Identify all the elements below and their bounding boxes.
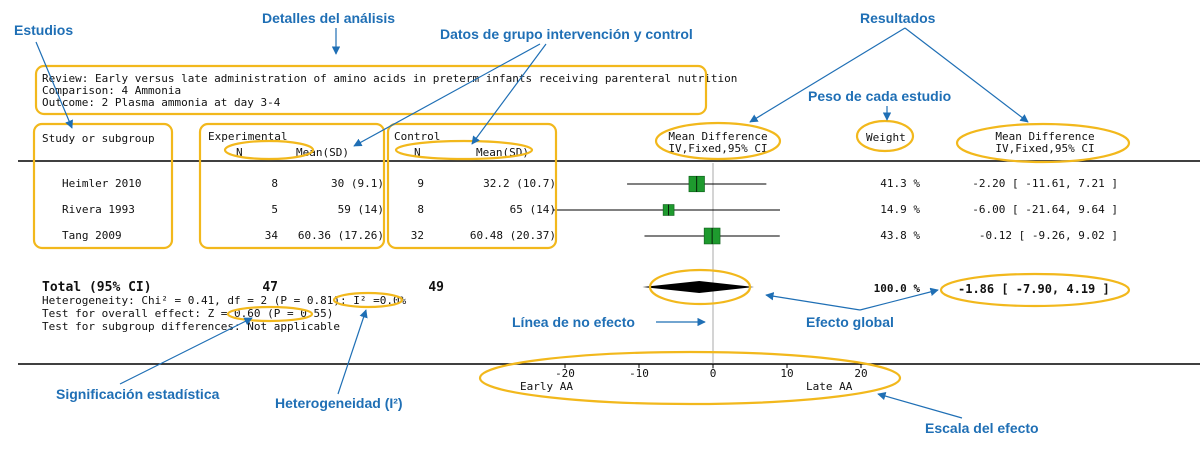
study-exp-n: 34 — [264, 229, 278, 242]
arrow-resultados-md2 — [904, 27, 1029, 123]
study-ctrl-mean-sd: 65 (14) — [509, 203, 556, 216]
study-weight: 14.9 % — [880, 203, 920, 216]
study-ci-text: -6.00 [ -21.64, 9.64 ] — [972, 203, 1118, 216]
header-experimental: Experimental — [208, 130, 288, 143]
arrow-datos-ctrl — [471, 43, 547, 145]
header-exp-n: N — [236, 146, 243, 159]
study-ci-text: -0.12 [ -9.26, 9.02 ] — [978, 229, 1118, 242]
outline-ctrl-header — [394, 139, 534, 161]
total-ci-text: -1.86 [ -7.90, 4.19 ] — [958, 282, 1110, 296]
study-exp-mean-sd: 60.36 (17.26) — [297, 229, 384, 242]
callout-escala: Escala del efecto — [925, 420, 1039, 436]
study-ctrl-n: 9 — [417, 177, 424, 190]
header-control: Control — [394, 130, 441, 143]
review-comparison: Comparison: 4 Ammonia — [42, 84, 182, 97]
outline-weight-header — [855, 119, 915, 153]
study-ci-text: -2.20 [ -11.61, 7.21 ] — [972, 177, 1118, 190]
x-tick-label: 10 — [780, 367, 793, 380]
study-exp-mean-sd: 30 (9.1) — [331, 177, 384, 190]
outline-md2-header — [955, 122, 1131, 164]
header-md2-line2: IV,Fixed,95% CI — [995, 142, 1095, 155]
callout-resultados: Resultados — [860, 10, 936, 26]
subgroup-text: Test for subgroup differences: Not appli… — [42, 320, 341, 333]
callout-peso: Peso de cada estudio — [808, 88, 952, 104]
outline-md-header — [654, 121, 782, 161]
study-ctrl-n: 8 — [417, 203, 424, 216]
outline-scale — [478, 350, 902, 406]
study-name: Heimler 2010 — [62, 177, 142, 190]
axis-right-label: Late AA — [806, 380, 853, 393]
arrow-significacion — [119, 317, 253, 385]
review-outcome: Outcome: 2 Plasma ammonia at day 3-4 — [42, 96, 281, 109]
outline-overall-ci — [939, 272, 1131, 308]
header-study: Study or subgroup — [42, 132, 155, 145]
arrow-escala — [877, 392, 963, 419]
total-label: Total (95% CI) — [42, 280, 152, 295]
study-name: Rivera 1993 — [62, 203, 135, 216]
header-md-line2: IV,Fixed,95% CI — [668, 142, 768, 155]
outline-p-value — [226, 305, 314, 323]
arrow-efecto-global-diamond — [765, 292, 861, 311]
header-weight: Weight — [866, 131, 906, 144]
study-weight: 41.3 % — [880, 177, 920, 190]
heterogeneity-text: Heterogeneity: Chi² = 0.41, df = 2 (P = … — [42, 294, 407, 307]
arrow-estudios — [35, 41, 73, 129]
x-tick-label: -20 — [555, 367, 575, 380]
callout-linea-no-efecto: Línea de no efecto — [512, 314, 635, 330]
outline-experimental — [198, 122, 386, 250]
arrow-heterogeneidad — [337, 309, 368, 395]
outline-i2 — [332, 291, 404, 309]
callout-estudios: Estudios — [14, 22, 74, 38]
total-ctrl-n: 49 — [428, 280, 444, 295]
callout-heterogeneidad: Heterogeneidad (I²) — [275, 395, 403, 411]
callout-significacion: Significación estadística — [56, 386, 220, 402]
x-tick-label: 20 — [854, 367, 867, 380]
pooled-diamond — [642, 281, 755, 293]
overall-effect-text: Test for overall effect: Z = 0.60 (P = 0… — [42, 307, 334, 320]
study-ctrl-mean-sd: 60.48 (20.37) — [469, 229, 556, 242]
review-title: Review: Early versus late administration… — [42, 72, 738, 85]
header-md-line1: Mean Difference — [668, 130, 768, 143]
x-tick-label: -10 — [629, 367, 649, 380]
header-exp-mean-sd: Mean(SD) — [296, 146, 349, 159]
study-exp-mean-sd: 59 (14) — [337, 203, 384, 216]
outline-diamond — [648, 268, 752, 306]
total-exp-n: 47 — [262, 280, 278, 295]
study-exp-n: 5 — [271, 203, 278, 216]
callout-efecto-global: Efecto global — [806, 314, 894, 330]
outline-studies — [32, 122, 174, 250]
outline-control — [386, 122, 558, 250]
outline-review-details — [34, 64, 708, 116]
total-weight: 100.0 % — [873, 282, 920, 295]
study-ctrl-mean-sd: 32.2 (10.7) — [483, 177, 556, 190]
outline-exp-header — [223, 139, 315, 161]
callout-datos-grupo: Datos de grupo intervención y control — [440, 26, 693, 42]
header-ctrl-n: N — [414, 146, 421, 159]
study-ctrl-n: 32 — [410, 229, 424, 242]
callout-detalles: Detalles del análisis — [262, 10, 396, 26]
x-tick-label: 0 — [710, 367, 717, 380]
axis-left-label: Early AA — [520, 380, 573, 393]
study-weight: 43.8 % — [880, 229, 920, 242]
study-name: Tang 2009 — [62, 229, 122, 242]
arrow-efecto-global-ci — [859, 287, 939, 311]
arrow-datos-exp — [353, 43, 541, 147]
arrow-resultados-md — [749, 27, 906, 123]
header-md2-line1: Mean Difference — [995, 130, 1095, 143]
study-exp-n: 8 — [271, 177, 278, 190]
